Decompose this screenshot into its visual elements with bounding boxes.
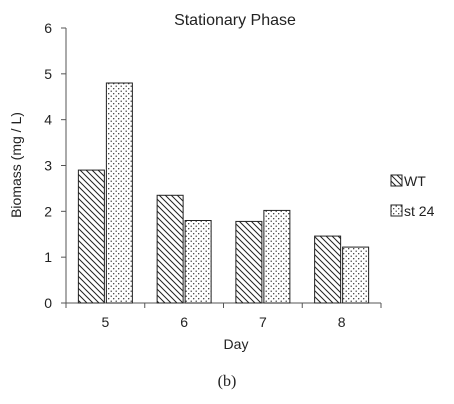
y-axis-label: Biomass (mg / L): [8, 112, 24, 218]
bar-wt-day-5: [77, 169, 105, 304]
legend-label: WT: [404, 173, 426, 189]
y-tick-label: 4: [44, 112, 52, 128]
bar-st-24-day-6: [184, 220, 212, 304]
figure-caption: (b): [217, 373, 237, 390]
y-tick-label: 5: [44, 66, 52, 82]
bar-wt-day-6: [156, 194, 184, 304]
legend-swatch: [390, 204, 403, 217]
x-axis: 5 6 7 8: [65, 302, 382, 330]
x-tick-label: 7: [259, 314, 267, 330]
bar-st-24-day-5: [105, 82, 133, 304]
x-tick-label: 6: [180, 314, 188, 330]
y-tick-label: 1: [44, 249, 52, 265]
x-tick-label: 5: [101, 314, 109, 330]
chart-title: Stationary Phase: [174, 12, 296, 29]
legend-swatch: [390, 174, 403, 187]
bar-wt-day-7: [235, 220, 263, 304]
bars: [77, 82, 370, 304]
legend-label: st 24: [404, 203, 435, 219]
legend: WT st 24: [390, 173, 435, 219]
x-axis-label: Day: [224, 336, 249, 352]
y-tick-label: 2: [44, 203, 52, 219]
bar-wt-day-8: [314, 235, 342, 304]
y-tick-label: 3: [44, 158, 52, 174]
bar-st-24-day-7: [263, 209, 291, 304]
bar-st-24-day-8: [342, 246, 370, 304]
y-axis: 0 1 2 3 4 5 6: [44, 20, 67, 311]
y-tick-label: 6: [44, 20, 52, 36]
x-tick-label: 8: [338, 314, 346, 330]
y-tick-label: 0: [44, 295, 52, 311]
